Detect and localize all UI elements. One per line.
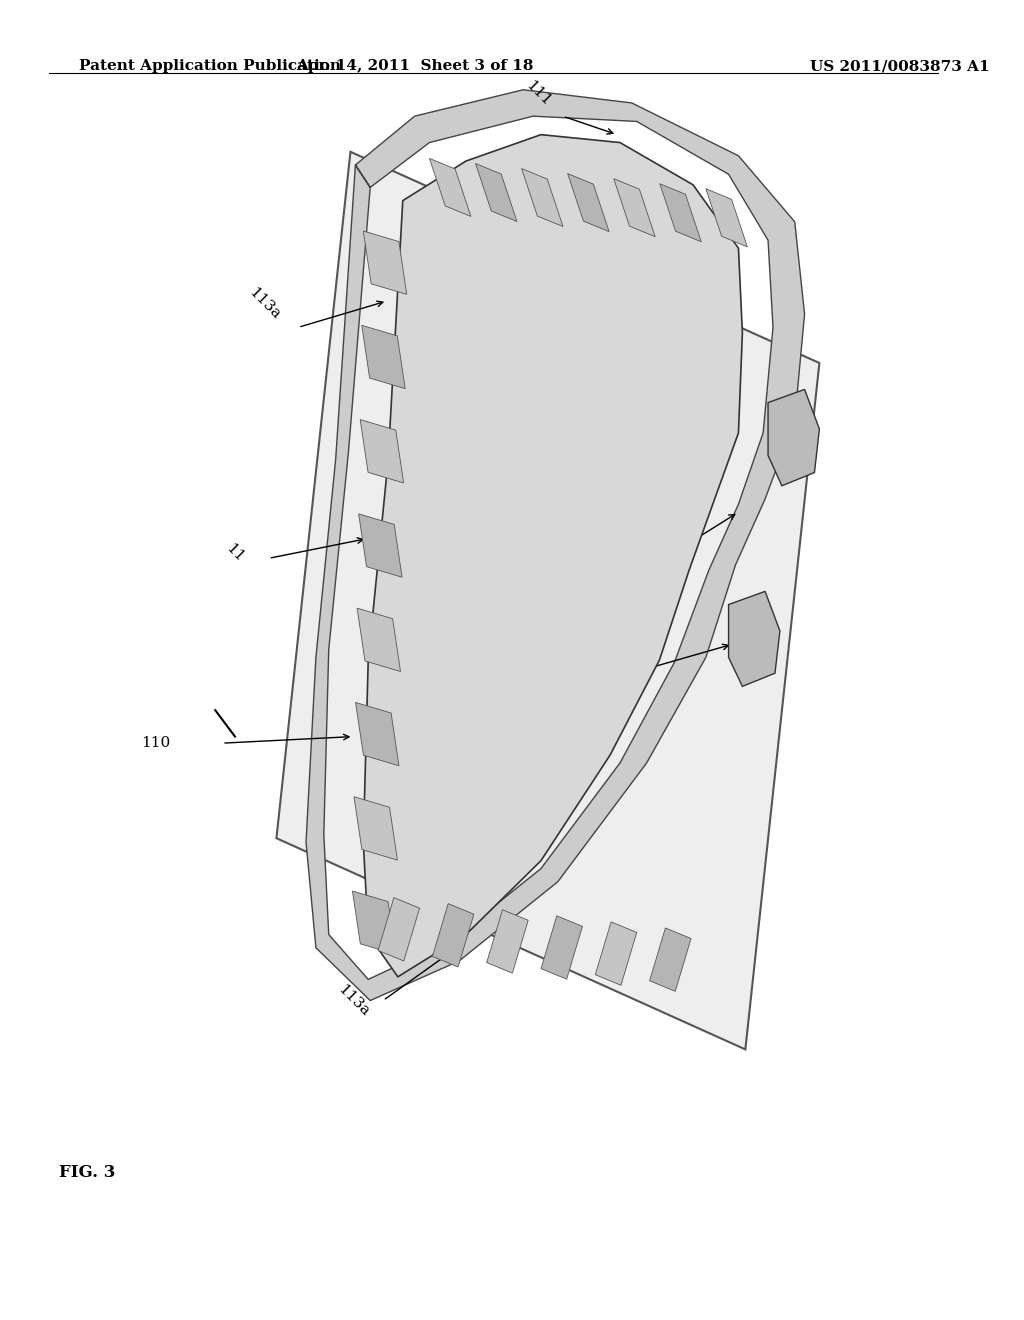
Text: 11: 11 [223, 541, 247, 565]
Polygon shape [358, 513, 402, 577]
Polygon shape [475, 164, 517, 222]
Polygon shape [360, 420, 403, 483]
Polygon shape [276, 152, 819, 1049]
Polygon shape [378, 898, 420, 961]
Polygon shape [521, 169, 563, 227]
Text: 113: 113 [555, 667, 586, 697]
Polygon shape [354, 797, 397, 861]
Polygon shape [355, 702, 399, 766]
Text: 110: 110 [141, 737, 171, 750]
Text: Apr. 14, 2011  Sheet 3 of 18: Apr. 14, 2011 Sheet 3 of 18 [296, 59, 534, 74]
Text: 113: 113 [605, 553, 635, 583]
Polygon shape [486, 909, 528, 973]
Text: 111: 111 [522, 78, 553, 108]
Polygon shape [567, 173, 609, 232]
Polygon shape [541, 916, 583, 979]
Text: FIG. 3: FIG. 3 [59, 1164, 116, 1181]
Polygon shape [306, 90, 805, 1001]
Polygon shape [659, 183, 701, 242]
Polygon shape [357, 609, 400, 672]
Polygon shape [361, 325, 406, 388]
Text: 113a: 113a [246, 285, 283, 322]
Text: US 2011/0083873 A1: US 2011/0083873 A1 [810, 59, 989, 74]
Polygon shape [768, 389, 819, 486]
Text: Patent Application Publication: Patent Application Publication [79, 59, 341, 74]
Polygon shape [364, 135, 742, 977]
Polygon shape [706, 189, 748, 247]
Polygon shape [429, 158, 471, 216]
Polygon shape [613, 178, 655, 236]
Polygon shape [432, 904, 474, 968]
Polygon shape [364, 231, 407, 294]
Polygon shape [649, 928, 691, 991]
Polygon shape [352, 891, 396, 954]
Text: 113a: 113a [335, 982, 372, 1019]
Polygon shape [728, 591, 780, 686]
Polygon shape [595, 921, 637, 985]
